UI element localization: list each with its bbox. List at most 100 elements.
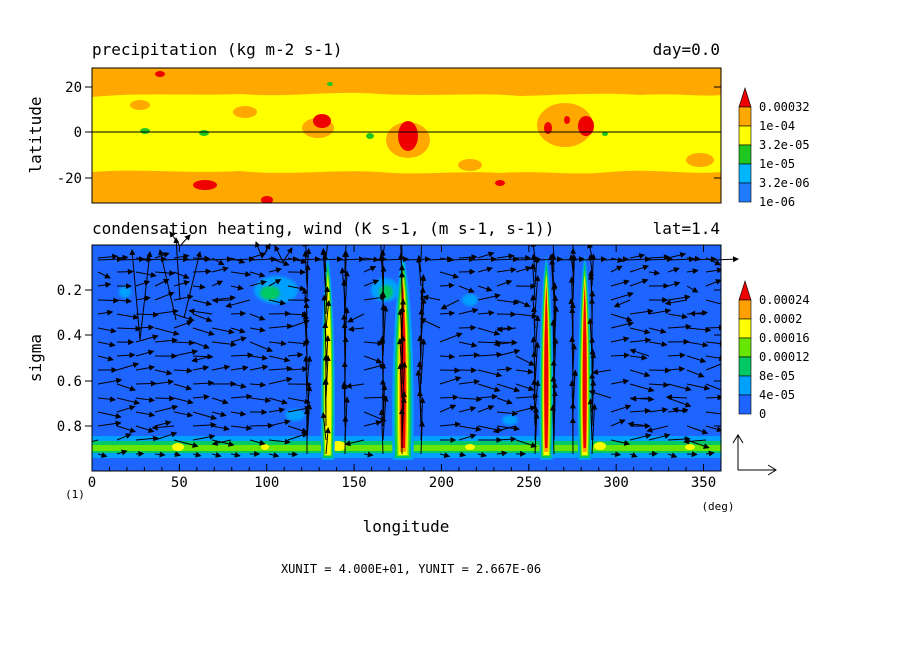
precip-field bbox=[92, 68, 721, 203]
wind-vector bbox=[537, 256, 563, 263]
wind-vector bbox=[116, 449, 128, 456]
heating-column-layer bbox=[582, 285, 587, 448]
precip-red-blobs bbox=[155, 71, 594, 203]
wind-vector bbox=[515, 439, 538, 448]
wind-vector bbox=[249, 364, 269, 371]
wind-vector bbox=[97, 341, 116, 348]
wind-vector bbox=[378, 409, 385, 455]
wind-vector bbox=[458, 307, 479, 315]
wind-vector bbox=[135, 396, 156, 403]
wind-vector bbox=[477, 285, 493, 292]
top-ytick: -20 bbox=[57, 171, 82, 187]
wind-vector bbox=[581, 256, 607, 263]
wind-vector bbox=[154, 379, 175, 386]
wind-vector bbox=[686, 383, 711, 391]
wind-vector bbox=[705, 299, 721, 305]
wind-vector bbox=[135, 349, 155, 357]
wind-vector bbox=[496, 326, 517, 333]
wind-vector bbox=[141, 256, 167, 263]
wind-vector bbox=[363, 266, 377, 273]
wind-vector bbox=[610, 320, 634, 329]
wind-vector bbox=[686, 355, 707, 364]
wind-vector bbox=[211, 266, 229, 273]
wind-vector bbox=[686, 369, 705, 378]
wind-vector bbox=[268, 365, 293, 372]
wind-vector bbox=[440, 299, 460, 310]
bottom-xtick: 0 bbox=[88, 475, 96, 491]
wind-vector bbox=[667, 383, 692, 392]
wind-vector bbox=[154, 369, 173, 376]
wind-vector bbox=[515, 383, 535, 392]
wind-vector bbox=[173, 451, 182, 458]
wind-vector bbox=[192, 365, 210, 372]
wind-vector bbox=[439, 421, 461, 428]
wind-vector bbox=[192, 268, 212, 275]
wind-vector bbox=[515, 355, 535, 366]
wind-vector bbox=[249, 271, 266, 278]
wind-vector bbox=[439, 367, 461, 374]
wind-vector-long bbox=[129, 249, 141, 341]
colorbar-label: 0.00012 bbox=[759, 350, 810, 364]
wind-vector bbox=[116, 425, 136, 434]
wind-vector bbox=[97, 297, 120, 304]
heating-field bbox=[92, 245, 721, 471]
top-frame bbox=[91, 67, 722, 204]
wind-vector bbox=[97, 271, 111, 279]
wind-vector bbox=[212, 297, 232, 304]
wind-vector bbox=[496, 279, 513, 287]
wind-vector bbox=[192, 299, 213, 307]
wind-vector bbox=[97, 411, 122, 419]
wind-vector bbox=[363, 451, 374, 458]
colorbar-label: 0.0002 bbox=[759, 312, 802, 326]
wind-vector bbox=[667, 294, 691, 301]
wind-vector bbox=[439, 332, 463, 343]
wind-vector bbox=[629, 337, 652, 344]
bottom-xtick: 150 bbox=[341, 475, 366, 491]
wind-vector bbox=[116, 383, 136, 392]
wind-vector bbox=[345, 382, 365, 389]
wind-vector bbox=[287, 425, 308, 434]
wind-vector bbox=[648, 308, 672, 315]
wind-vector bbox=[268, 267, 283, 274]
colorbar-label: 1e-06 bbox=[759, 195, 795, 209]
wind-vector bbox=[648, 327, 667, 334]
wind-vector bbox=[116, 405, 136, 413]
top-ytick: 0 bbox=[74, 125, 82, 141]
colorbar-label: 3.2e-05 bbox=[759, 138, 810, 152]
wind-vector bbox=[116, 433, 132, 441]
wind-vector bbox=[154, 327, 180, 336]
wind-vector bbox=[249, 397, 272, 404]
wind-vector bbox=[192, 394, 210, 401]
wind-vector bbox=[629, 369, 651, 378]
wind-vector-long bbox=[261, 243, 271, 259]
wind-vector bbox=[363, 294, 387, 301]
wind-vector bbox=[422, 294, 441, 301]
wind-vector bbox=[515, 312, 538, 319]
wind-vector bbox=[591, 369, 612, 375]
wind-vector bbox=[705, 340, 721, 347]
wind-vector bbox=[458, 406, 477, 413]
wind-vector bbox=[427, 256, 453, 263]
wind-vector bbox=[211, 397, 229, 405]
wind-vector bbox=[477, 351, 503, 358]
wind-vector bbox=[610, 279, 630, 287]
wind-vector bbox=[471, 256, 497, 263]
wind-vector bbox=[399, 334, 406, 385]
wind-vector bbox=[287, 432, 309, 441]
top-colorbar: 0.00032 1e-04 3.2e-05 1e-05 3.2e-06 1e-06 bbox=[738, 87, 810, 209]
wind-vector bbox=[230, 410, 247, 417]
wind-vector bbox=[381, 383, 388, 427]
wind-vector bbox=[154, 431, 178, 441]
wind-vector bbox=[287, 340, 310, 347]
wind-vector bbox=[667, 281, 681, 287]
wind-vector bbox=[570, 343, 577, 371]
wind-vector bbox=[249, 439, 266, 446]
wind-vector bbox=[135, 295, 151, 302]
wind-vector bbox=[135, 425, 155, 433]
wind-vector bbox=[629, 452, 638, 458]
wind-vector bbox=[610, 439, 631, 446]
unit-footer: XUNIT = 4.000E+01, YUNIT = 2.667E-06 bbox=[281, 562, 541, 576]
wind-vector bbox=[363, 420, 383, 427]
wind-vector bbox=[268, 279, 282, 287]
